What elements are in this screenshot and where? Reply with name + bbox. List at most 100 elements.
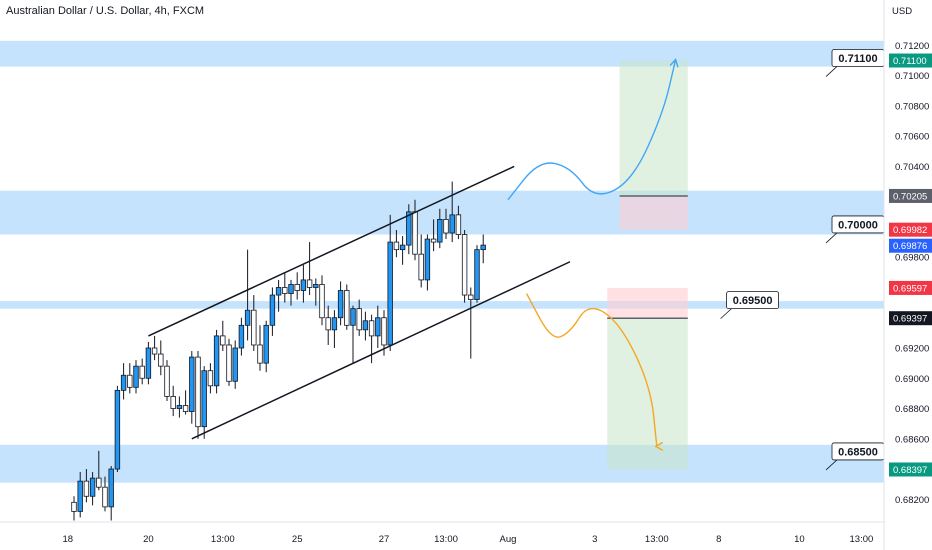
candle xyxy=(96,450,102,491)
candle-body-down xyxy=(220,335,226,346)
callout-box xyxy=(726,291,779,310)
price-callout[interactable]: 0.70000 xyxy=(825,215,885,244)
price-tick-label: 0.69800 xyxy=(895,253,929,264)
candle-body-down xyxy=(381,317,387,346)
candle xyxy=(89,472,96,506)
candle xyxy=(139,358,145,385)
candle-body-up xyxy=(108,468,114,508)
candle-body-up xyxy=(114,389,121,470)
price-callout[interactable]: 0.68500 xyxy=(825,442,885,471)
time-axis[interactable]: 18 20 13:00 25 27 13:00 Aug 3 13:00 8 10 13:00 xyxy=(63,534,874,545)
channel-lower-line[interactable] xyxy=(191,261,571,440)
candle xyxy=(226,338,232,386)
price-callout[interactable]: 0.71100 xyxy=(825,49,885,77)
price-callout[interactable]: 0.69500 xyxy=(720,291,779,319)
time-tick-label: 27 xyxy=(379,534,390,545)
candle-body-down xyxy=(294,284,300,291)
price-badge-label: 0.70205 xyxy=(893,191,927,202)
candle-body-down xyxy=(158,353,164,367)
callout-label: 0.68500 xyxy=(838,446,878,458)
candle-body-up xyxy=(437,218,443,243)
candle xyxy=(418,234,424,288)
candle-body-up xyxy=(189,356,195,412)
callout-pointer xyxy=(825,231,839,244)
candle-body-up xyxy=(449,214,455,234)
candle-body-up xyxy=(232,347,238,382)
position-layer xyxy=(607,60,688,470)
candle-body-down xyxy=(251,309,257,346)
candle-body-down xyxy=(170,396,176,409)
candle xyxy=(220,320,226,352)
channel-upper-line[interactable] xyxy=(148,165,515,337)
candle-body-up xyxy=(362,320,369,331)
candle xyxy=(263,320,269,373)
projection-arrow-0[interactable] xyxy=(507,58,679,201)
candle xyxy=(282,272,288,303)
candle xyxy=(306,242,313,296)
candle-body-down xyxy=(139,365,145,379)
candle xyxy=(437,208,443,249)
projection-arrow-1[interactable] xyxy=(525,293,661,449)
price-badge: 0.69397 xyxy=(889,311,932,326)
candle xyxy=(114,385,121,473)
channel-layer xyxy=(148,165,571,440)
candle-body-down xyxy=(306,279,313,288)
price-badge-bg xyxy=(889,222,932,237)
candle-body-up xyxy=(300,279,307,291)
candle-body-down xyxy=(195,356,201,428)
price-badge: 0.70205 xyxy=(889,188,932,203)
candle-body-up xyxy=(213,335,220,387)
candle xyxy=(331,310,338,348)
candle-body-up xyxy=(176,405,183,409)
candle xyxy=(350,305,356,364)
time-tick-label: 18 xyxy=(63,534,74,545)
candle xyxy=(189,351,195,424)
price-badge-bg xyxy=(889,280,932,295)
candle xyxy=(244,249,251,341)
candle-body-down xyxy=(96,477,102,488)
candle-body-up xyxy=(201,370,207,428)
candle-body-up xyxy=(77,480,83,512)
candle-body-down xyxy=(418,253,424,281)
candle xyxy=(232,340,238,389)
candle xyxy=(102,476,108,512)
candle xyxy=(83,469,90,503)
price-badge-bg xyxy=(889,462,932,477)
candle-body-up xyxy=(480,244,486,251)
candle-body-up xyxy=(387,241,393,346)
candle-body-up xyxy=(375,317,381,337)
candle xyxy=(71,496,77,521)
candle-body-down xyxy=(182,405,189,412)
price-badge-bg xyxy=(889,238,932,253)
candle xyxy=(275,279,282,312)
candle xyxy=(294,272,300,300)
candle xyxy=(257,325,263,371)
price-tick-label: 0.70800 xyxy=(895,101,929,112)
candle xyxy=(120,363,127,400)
candle xyxy=(362,311,369,341)
candle xyxy=(319,275,325,326)
candle-body-down xyxy=(412,211,418,255)
price-badge: 0.69982 xyxy=(889,222,932,237)
candle xyxy=(108,466,114,521)
time-tick-label: 13:00 xyxy=(645,534,669,545)
candle xyxy=(133,360,139,394)
candle xyxy=(406,204,412,255)
zone-band-2 xyxy=(0,301,884,309)
candle xyxy=(201,366,207,439)
candle-body-up xyxy=(269,294,276,326)
price-badge-layer: 0.71100 0.70205 0.69982 0.69876 0.69597 0.693… xyxy=(889,53,932,477)
candle xyxy=(449,181,455,243)
candle-body-down xyxy=(468,294,474,300)
time-tick-label: Aug xyxy=(500,534,517,545)
candle xyxy=(195,351,201,439)
candle xyxy=(455,205,462,240)
candle xyxy=(375,305,381,348)
candle-body-down xyxy=(102,486,108,508)
candle-body-down xyxy=(83,480,90,497)
time-tick-label: 13:00 xyxy=(850,534,874,545)
callout-pointer xyxy=(720,307,733,319)
candle xyxy=(145,341,152,385)
candle xyxy=(176,396,183,418)
